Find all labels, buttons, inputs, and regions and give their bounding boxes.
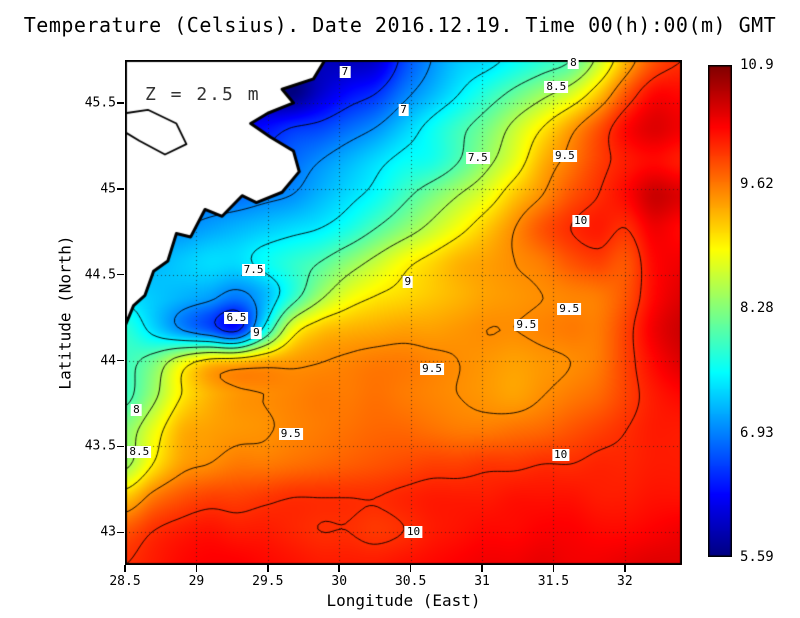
contour-label: 8 (131, 403, 142, 417)
contour-label: 9.5 (514, 317, 539, 331)
x-tick-label: 32 (617, 574, 633, 589)
contour-label: 7 (339, 65, 351, 79)
contour-label: 9.5 (278, 427, 303, 441)
x-tick-label: 30 (331, 574, 348, 589)
x-tick-label: 29 (188, 574, 205, 589)
plot-area: 7 8 8.5 7 7.5 9.5 10 7.5 9 9.5 9.5 6.5 9 9.5 8 9.5 8.5 10… (125, 56, 682, 565)
plot-title: Temperature (Celsius). Date 2016.12.19. … (23, 13, 777, 37)
y-tick-mark (117, 273, 124, 276)
y-axis-title-column: Latitude (North) (48, 60, 82, 565)
contour-label: 8 (568, 56, 579, 70)
y-tick-label: 44.5 (84, 267, 116, 283)
y-tick-mark (117, 445, 124, 448)
y-tick-mark (117, 188, 124, 190)
x-tick-label: 29.5 (252, 574, 284, 589)
x-axis-title: Longitude (East) (326, 591, 481, 610)
colorbar-tick-label: 8.28 (740, 299, 774, 316)
colorbar-gradient-canvas (708, 65, 732, 557)
y-tick-label: 43.5 (84, 438, 116, 454)
colorbar-tick-label: 6.93 (740, 424, 774, 441)
colorbar (708, 65, 732, 557)
temperature-field-canvas (125, 60, 682, 565)
contour-label: 9.5 (420, 362, 444, 376)
contour-label: 9 (251, 326, 262, 340)
x-tick-mark (481, 565, 483, 572)
contour-label: 9 (402, 274, 414, 288)
x-tick-label: 28.5 (109, 574, 141, 589)
contour-label: 10 (404, 525, 423, 539)
x-tick-mark (195, 565, 198, 572)
x-tick-label: 30.5 (394, 574, 427, 589)
x-tick-mark (552, 565, 555, 572)
x-tick-mark (409, 565, 412, 572)
contour-label: 8.5 (127, 444, 152, 458)
contour-label: 6.5 (224, 310, 249, 324)
y-tick-label: 45.5 (84, 95, 116, 111)
contour-label: 7.5 (465, 150, 490, 164)
y-tick-label: 44 (100, 353, 116, 369)
depth-annotation: Z = 2.5 m (145, 84, 261, 105)
x-tick-label: 31 (474, 574, 490, 589)
y-tick-label: 45 (100, 181, 116, 197)
y-axis-title: Latitude (North) (55, 235, 75, 390)
y-tick-mark (117, 359, 124, 362)
colorbar-tick-label: 9.62 (740, 175, 774, 192)
colorbar-tick-label: 10.9 (740, 57, 774, 73)
contour-label: 9.5 (552, 149, 577, 163)
contour-labels-layer: 7 8 8.5 7 7.5 9.5 10 7.5 9 9.5 9.5 6.5 9 9.5 8 9.5 8.5 10… (125, 56, 682, 565)
x-tick-mark (124, 565, 126, 572)
contour-label: 7.5 (241, 262, 266, 276)
y-tick-mark (117, 531, 124, 534)
x-tick-label: 31.5 (537, 574, 570, 589)
x-tick-mark (338, 565, 340, 572)
contour-label: 8.5 (544, 80, 569, 94)
contour-label: 10 (571, 214, 590, 228)
x-tick-mark (624, 565, 626, 572)
colorbar-tick-label: 5.59 (740, 549, 774, 565)
x-tick-mark (267, 565, 269, 572)
contour-label: 7 (398, 102, 409, 116)
y-tick-mark (117, 102, 124, 104)
contour-label: 10 (551, 448, 570, 462)
contour-label: 9.5 (557, 302, 582, 316)
y-tick-label: 43 (100, 524, 116, 540)
